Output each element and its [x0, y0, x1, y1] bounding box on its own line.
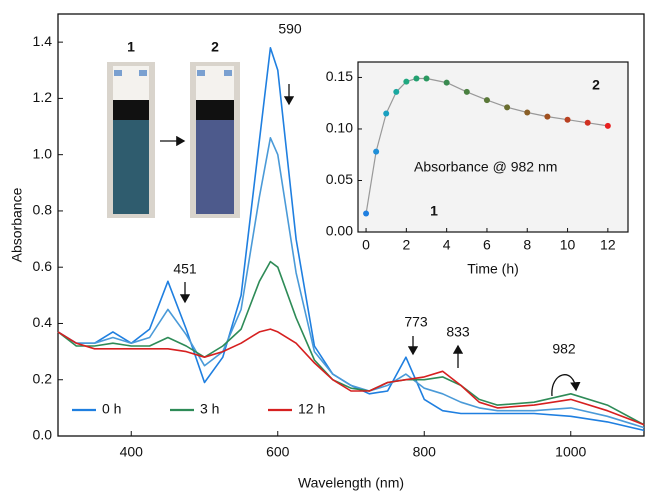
inset-point — [383, 110, 390, 117]
inset-x-tick-label: 2 — [402, 237, 410, 253]
y-axis-title: Absorbance — [9, 187, 25, 262]
inset-y-tick-label: 0.05 — [326, 171, 353, 187]
legend-label: 3 h — [200, 401, 219, 417]
inset-x-tick-label: 8 — [523, 237, 531, 253]
inset-y-tick-label: 0.15 — [326, 68, 353, 84]
plot-frame — [57, 13, 645, 437]
inset-frame — [357, 61, 629, 233]
inset-point — [363, 210, 370, 217]
spectrum-line — [57, 47, 645, 432]
inset-x-tick-label: 0 — [362, 237, 370, 253]
image-label: 2 — [211, 39, 219, 55]
y-tick-label: 0.0 — [33, 427, 53, 443]
y-tick-label: 0.6 — [33, 258, 53, 274]
inset-y-tick-label: 0.00 — [326, 223, 353, 239]
inset-point — [584, 119, 591, 126]
legend-label: 12 h — [298, 401, 325, 417]
inset-line — [365, 77, 608, 214]
y-tick-label: 1.4 — [33, 33, 53, 49]
spectrum-line — [57, 260, 645, 426]
inset-point — [504, 104, 511, 111]
inset-point-label: 2 — [592, 77, 600, 93]
x-axis-title: Wavelength (nm) — [298, 475, 404, 491]
inset-point — [403, 78, 410, 85]
inset-x-tick-label: 4 — [443, 237, 451, 253]
inset-x-tick-label: 12 — [600, 237, 616, 253]
inset-y-tick-label: 0.10 — [326, 120, 353, 136]
x-tick-label: 1000 — [555, 444, 586, 460]
y-tick-label: 0.8 — [33, 202, 53, 218]
inset-point — [463, 88, 470, 95]
peak-annotation: 451 — [173, 261, 197, 277]
legend-label: 0 h — [102, 401, 121, 417]
x-tick-label: 600 — [266, 444, 290, 460]
peak-annotation: 773 — [404, 314, 428, 330]
inset-point — [393, 88, 400, 95]
inset-annotation: Absorbance @ 982 nm — [414, 159, 557, 175]
x-tick-label: 400 — [120, 444, 144, 460]
inset-x-tick-label: 6 — [483, 237, 491, 253]
y-tick-label: 1.0 — [33, 145, 53, 161]
inset-point — [544, 113, 551, 120]
inset-point — [524, 109, 531, 116]
cuvette-photos — [107, 62, 240, 218]
inset-point — [483, 97, 490, 104]
peak-annotation: 833 — [446, 324, 470, 340]
image-label: 1 — [127, 39, 135, 55]
inset-point — [604, 122, 611, 129]
inset-point — [423, 75, 430, 82]
inset-x-tick-label: 10 — [560, 237, 576, 253]
spectrum-line — [57, 328, 645, 426]
y-tick-label: 0.4 — [33, 314, 53, 330]
inset-point-label: 1 — [430, 203, 438, 219]
inset-point — [443, 79, 450, 86]
spectrum-line — [57, 137, 645, 429]
peak-annotation: 982 — [552, 341, 576, 357]
y-tick-label: 1.2 — [33, 89, 53, 105]
inset-point — [564, 116, 571, 123]
inset-point — [373, 148, 380, 155]
inset-point — [413, 75, 420, 82]
x-tick-label: 800 — [413, 444, 437, 460]
y-tick-label: 0.2 — [33, 370, 53, 386]
inset-x-axis-title: Time (h) — [467, 261, 519, 277]
peak-annotation: 590 — [278, 21, 302, 37]
